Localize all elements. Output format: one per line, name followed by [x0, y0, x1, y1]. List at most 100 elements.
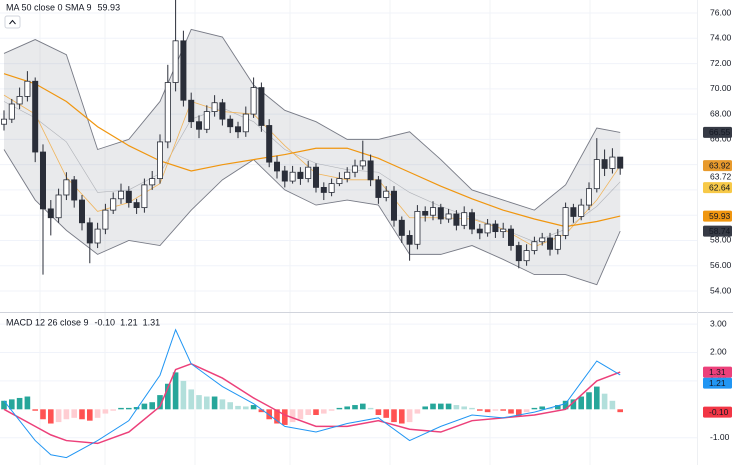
candle-body	[531, 241, 538, 251]
y-tick-label: 2.00	[710, 347, 727, 357]
candle-body	[390, 190, 397, 221]
badge-label: -0.10	[709, 407, 729, 417]
histogram-bar	[508, 409, 514, 414]
histogram-bar	[87, 409, 93, 421]
histogram-bar	[16, 397, 23, 410]
legend: MA 50 close 0 SMA 9 59.93 MACD 12 26 clo…	[4, 2, 121, 327]
candle-body	[86, 222, 93, 244]
macd-pane: -0.10 1.21 1.31	[1, 317, 623, 459]
y-tick-label: 70.00	[710, 83, 732, 93]
candle-body	[422, 211, 429, 216]
histogram-bar	[63, 409, 70, 420]
candle-body	[398, 219, 405, 236]
candle-body	[125, 190, 132, 203]
histogram-bar	[453, 405, 460, 410]
histogram-bar	[594, 386, 600, 410]
histogram-bar	[250, 405, 257, 410]
candle-body	[203, 111, 210, 130]
histogram-bar	[391, 409, 397, 423]
candle-body	[305, 166, 312, 179]
histogram-bar	[32, 409, 38, 411]
histogram-bar	[586, 392, 592, 410]
candle-body	[118, 190, 125, 200]
histogram-bar	[328, 409, 335, 411]
y-tick-label: 76.00	[710, 7, 732, 17]
candle-body	[195, 121, 202, 130]
histogram-bar	[461, 406, 467, 410]
candle-body	[320, 187, 327, 193]
candle-body	[242, 113, 249, 133]
candle-body	[149, 178, 156, 186]
button-frame[interactable]	[4, 15, 21, 29]
candle-body	[24, 80, 31, 97]
histogram-bar	[438, 403, 444, 410]
band-fill	[4, 29, 621, 285]
candle-body	[414, 211, 421, 245]
candle-body	[328, 183, 335, 193]
histogram-bar	[321, 409, 327, 414]
candle-body	[281, 170, 288, 182]
histogram-bar	[344, 406, 350, 410]
histogram-bar	[601, 393, 608, 410]
histogram-bar	[118, 407, 124, 410]
candle-body	[500, 228, 507, 233]
candle-body	[523, 250, 530, 262]
indicator-value: 1.21	[120, 317, 138, 327]
candle-body	[539, 237, 546, 243]
badge-label: 58.74	[709, 226, 731, 236]
candle-body	[0, 118, 7, 125]
candle-body	[336, 178, 343, 185]
indicator-value: 59.93	[98, 2, 121, 12]
histogram-bar	[547, 407, 553, 410]
candle-body	[554, 235, 561, 250]
price-axis: 54.0056.0058.0060.0062.0064.0066.0068.00…	[703, 7, 732, 442]
collapse-button[interactable]	[4, 15, 21, 29]
candle-body	[32, 80, 39, 153]
histogram-bar	[617, 409, 623, 413]
price-badge	[703, 377, 732, 389]
price-badge	[703, 406, 732, 418]
histogram-bar	[570, 399, 577, 410]
band-lower	[3, 149, 621, 286]
histogram-bar	[227, 402, 233, 410]
histogram-bar	[445, 403, 452, 410]
histogram-bar	[71, 409, 77, 418]
histogram-bar	[297, 409, 304, 420]
candle-body	[172, 40, 179, 83]
candle-body	[250, 87, 257, 115]
histogram-bar	[157, 395, 163, 410]
price-pane	[0, 0, 624, 286]
histogram-bar	[352, 405, 358, 410]
histogram-bar	[79, 409, 85, 420]
candle-body	[40, 151, 47, 210]
price-badge	[703, 160, 732, 172]
price-badge	[703, 366, 732, 378]
histogram-bar	[211, 396, 218, 410]
y-tick-label: 58.00	[710, 235, 732, 245]
candle-body	[344, 171, 351, 179]
candle-body	[578, 204, 585, 217]
candle-body	[351, 165, 358, 173]
candle-body	[593, 159, 600, 190]
candle-body	[445, 213, 452, 220]
macd-line	[3, 328, 621, 459]
candle-body	[141, 184, 148, 209]
price-badge	[703, 126, 732, 138]
histogram-bar	[141, 403, 148, 410]
candle-body	[367, 160, 374, 181]
candle-body	[156, 141, 163, 179]
candle-body	[102, 209, 109, 230]
histogram-bar	[243, 406, 249, 410]
histogram-bar	[578, 396, 584, 410]
candle-body	[8, 103, 15, 120]
histogram-bar	[313, 409, 319, 415]
band-upper	[3, 28, 621, 211]
histogram-bar	[360, 403, 366, 410]
y-tick-label: 54.00	[710, 285, 732, 295]
candle-body	[570, 207, 577, 217]
chevron-icon[interactable]	[9, 19, 16, 25]
candle-body	[437, 207, 444, 220]
histogram-bar	[430, 403, 436, 410]
histogram-bar	[500, 409, 506, 411]
